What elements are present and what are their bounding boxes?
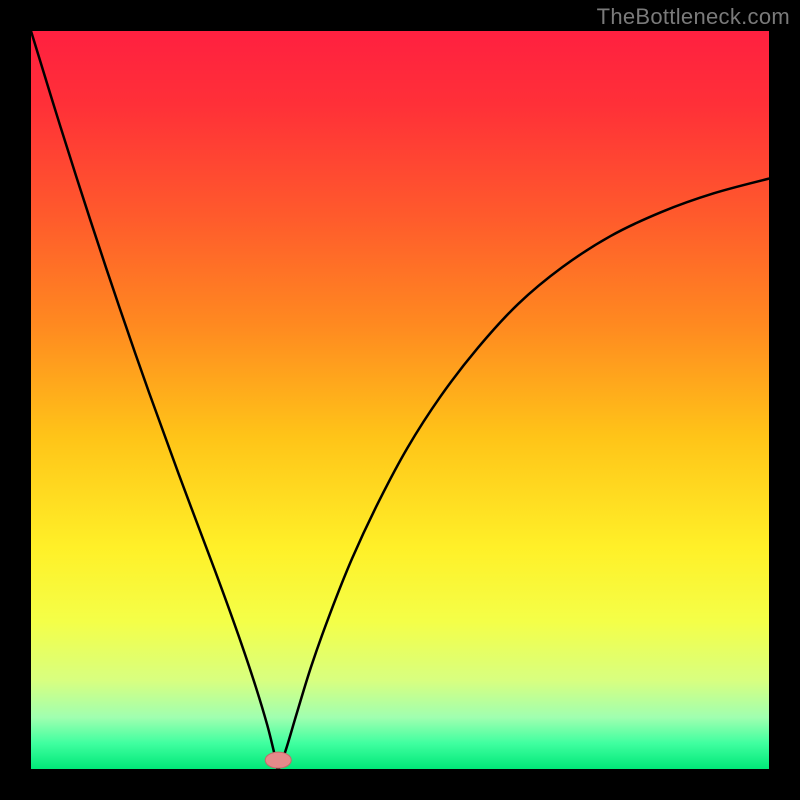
chart-container: TheBottleneck.com <box>0 0 800 800</box>
watermark-text: TheBottleneck.com <box>597 4 790 30</box>
plot-area <box>31 31 769 769</box>
bottleneck-chart <box>0 0 800 800</box>
optimal-point-marker <box>265 752 291 768</box>
